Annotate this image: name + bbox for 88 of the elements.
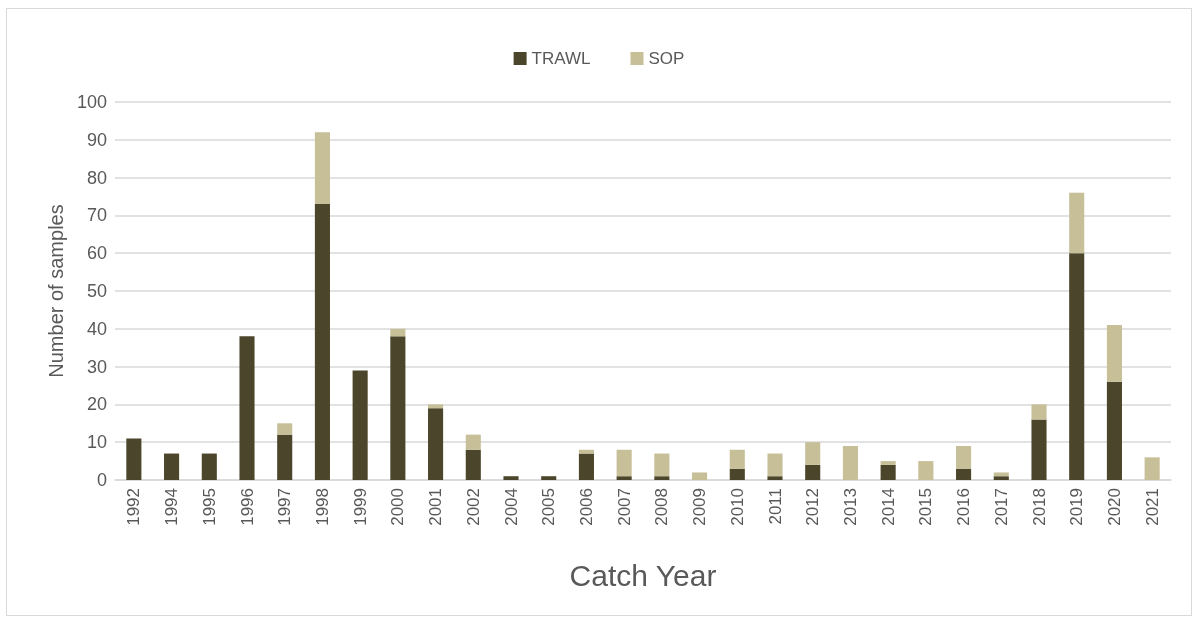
bar bbox=[428, 408, 444, 480]
bar bbox=[541, 476, 557, 480]
y-tick-label: 70 bbox=[86, 205, 107, 226]
x-tick-label: 2015 bbox=[916, 488, 936, 526]
bar bbox=[616, 449, 632, 477]
bar bbox=[1069, 253, 1085, 480]
x-tick-label: 2001 bbox=[426, 488, 446, 526]
x-tick-label: 1995 bbox=[199, 488, 219, 526]
y-tick-label: 100 bbox=[76, 92, 107, 112]
bar bbox=[126, 438, 142, 480]
bar bbox=[1031, 404, 1047, 420]
bar bbox=[201, 453, 217, 480]
x-tick-label: 2011 bbox=[765, 488, 785, 525]
legend-label: TRAWL bbox=[531, 49, 591, 68]
bar bbox=[842, 445, 858, 480]
y-tick-label: 80 bbox=[86, 167, 107, 188]
x-axis-title: Catch Year bbox=[569, 558, 717, 592]
y-axis-title: Number of samples bbox=[45, 204, 68, 378]
x-tick-label: 1994 bbox=[162, 488, 182, 526]
x-tick-label: 2004 bbox=[501, 488, 521, 526]
x-tick-label: 2010 bbox=[727, 488, 747, 526]
x-tick-label: 1996 bbox=[237, 488, 257, 526]
bar bbox=[239, 336, 255, 480]
bar bbox=[428, 404, 444, 409]
bar bbox=[956, 468, 972, 480]
bar bbox=[729, 449, 745, 469]
y-tick-label: 10 bbox=[86, 432, 107, 453]
x-tick-label: 2019 bbox=[1067, 488, 1087, 526]
x-tick-label: 2000 bbox=[388, 488, 408, 526]
bar bbox=[1144, 457, 1160, 480]
x-tick-label: 2012 bbox=[803, 488, 823, 526]
bar bbox=[1031, 419, 1047, 480]
bar bbox=[314, 204, 330, 480]
bar bbox=[390, 328, 406, 337]
x-tick-label: 2017 bbox=[991, 488, 1011, 526]
y-tick-label: 0 bbox=[96, 470, 107, 490]
x-tick-label: 2005 bbox=[539, 488, 559, 526]
bar bbox=[616, 476, 632, 480]
bar bbox=[277, 423, 293, 435]
x-tick-label: 2018 bbox=[1029, 488, 1049, 526]
x-tick-label: 2021 bbox=[1142, 488, 1162, 526]
bar bbox=[880, 461, 896, 465]
bar bbox=[503, 476, 519, 480]
x-tick-label: 2006 bbox=[576, 488, 596, 526]
bar bbox=[918, 461, 934, 480]
bar bbox=[767, 476, 783, 480]
bar bbox=[1106, 325, 1122, 382]
x-tick-label: 2002 bbox=[463, 488, 483, 526]
bar bbox=[314, 132, 330, 205]
bar bbox=[465, 449, 481, 480]
bar bbox=[654, 476, 670, 480]
bar bbox=[993, 476, 1009, 480]
y-tick-label: 60 bbox=[86, 243, 107, 264]
legend-label: SOP bbox=[648, 49, 685, 68]
bar bbox=[277, 434, 293, 480]
bar bbox=[805, 442, 821, 465]
bar bbox=[164, 453, 180, 480]
bar bbox=[654, 453, 670, 477]
x-tick-label: 2020 bbox=[1104, 488, 1124, 526]
y-tick-label: 90 bbox=[86, 129, 107, 150]
x-tick-label: 2016 bbox=[954, 488, 974, 526]
y-tick-label: 40 bbox=[86, 318, 107, 339]
bar bbox=[465, 434, 481, 450]
y-tick-label: 20 bbox=[86, 394, 107, 415]
bar bbox=[993, 472, 1009, 477]
bar bbox=[767, 453, 783, 477]
bar bbox=[1069, 192, 1085, 254]
x-tick-label: 2007 bbox=[614, 488, 634, 526]
x-tick-label: 1992 bbox=[124, 488, 144, 526]
y-tick-label: 50 bbox=[86, 281, 107, 301]
bar bbox=[805, 464, 821, 480]
bar bbox=[880, 464, 896, 480]
bar bbox=[578, 449, 594, 454]
bar bbox=[1106, 381, 1122, 480]
bar bbox=[729, 468, 745, 480]
bar bbox=[692, 472, 708, 480]
bar bbox=[956, 445, 972, 469]
x-tick-label: 2014 bbox=[878, 488, 898, 526]
x-tick-label: 2009 bbox=[690, 488, 710, 526]
x-tick-label: 2013 bbox=[840, 488, 860, 526]
bar bbox=[390, 336, 406, 480]
bar bbox=[352, 370, 368, 480]
x-tick-label: 2008 bbox=[652, 488, 672, 526]
x-tick-label: 1999 bbox=[350, 488, 370, 526]
x-tick-label: 1998 bbox=[312, 488, 332, 526]
y-tick-label: 30 bbox=[86, 356, 107, 377]
bar bbox=[578, 453, 594, 480]
x-tick-label: 1997 bbox=[275, 488, 295, 526]
